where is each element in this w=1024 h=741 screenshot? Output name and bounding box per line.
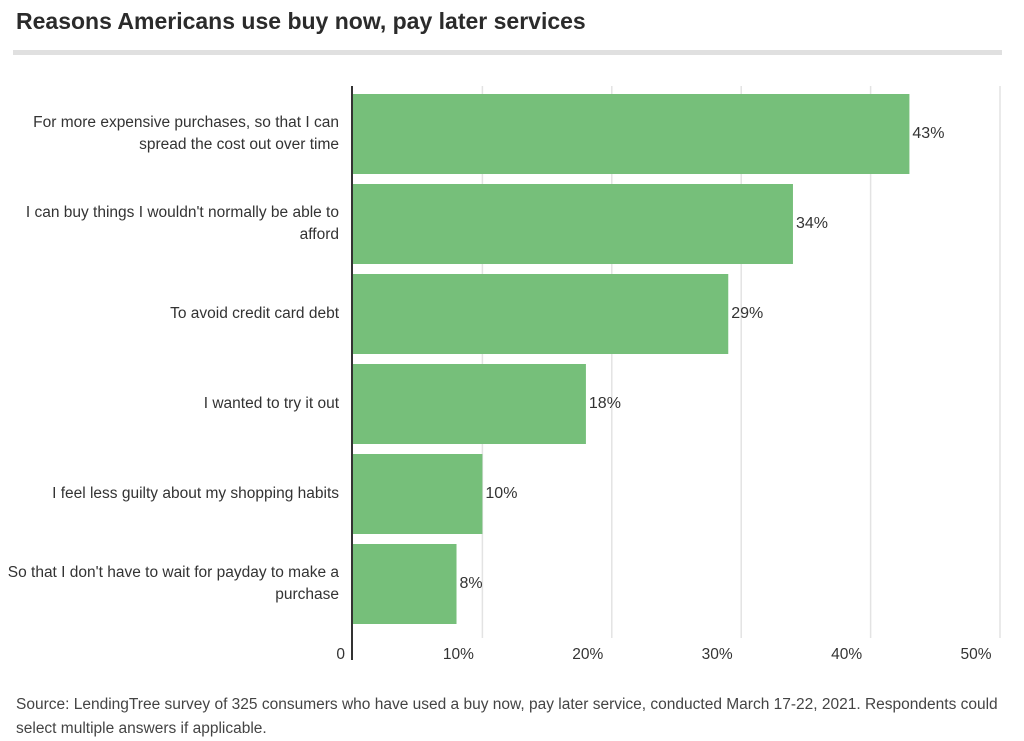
value-label: 34% — [796, 215, 828, 232]
category-label: I can buy things I wouldn't normally be … — [25, 204, 339, 243]
value-label: 29% — [731, 305, 763, 322]
category-label: I feel less guilty about my shopping hab… — [52, 485, 339, 502]
value-label: 8% — [460, 575, 483, 592]
category-label: So that I don't have to wait for payday … — [7, 564, 339, 603]
x-tick-label: 10% — [443, 646, 474, 663]
category-label: To avoid credit card debt — [170, 305, 339, 322]
bar — [353, 184, 793, 264]
bar — [353, 94, 910, 174]
bar — [353, 274, 729, 354]
category-label: For more expensive purchases, so that I … — [33, 114, 339, 153]
bar — [353, 364, 586, 444]
source-note: Source: LendingTree survey of 325 consum… — [16, 696, 998, 737]
bar — [353, 454, 483, 534]
value-label: 18% — [589, 395, 621, 412]
bar — [353, 544, 457, 624]
chart-title: Reasons Americans use buy now, pay later… — [16, 8, 586, 34]
x-tick-label: 0 — [336, 646, 345, 663]
x-tick-label: 20% — [572, 646, 603, 663]
bar-chart: 0 10% 20% 30% 40% 50% 43% 34% 29% 18% 10% 8% — [336, 86, 1001, 663]
value-label: 43% — [912, 125, 944, 142]
x-tick-label: 40% — [831, 646, 862, 663]
value-label: 10% — [485, 485, 517, 502]
x-tick-label: 30% — [702, 646, 733, 663]
category-label: I wanted to try it out — [203, 395, 339, 412]
title-divider — [13, 50, 1002, 55]
x-tick-label: 50% — [960, 646, 991, 663]
